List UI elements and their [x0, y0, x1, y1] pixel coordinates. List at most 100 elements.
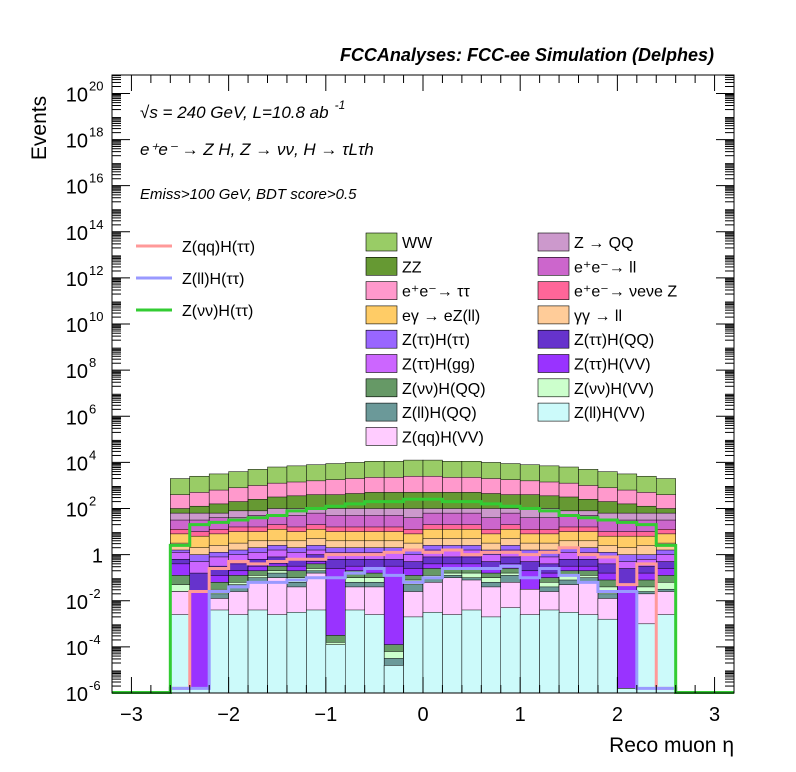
legend-label-z-ll-h-vv: Z(ll)H(VV) [574, 405, 645, 422]
bar-z-ll-h-vv-23 [617, 688, 638, 694]
y-tick-label: 10 [66, 315, 88, 337]
legend-label-z-h: Z(ττ)H(ττ) [402, 332, 470, 349]
y-tick-exponent: 6 [89, 401, 96, 416]
x-tick-label: 3 [709, 704, 720, 726]
bar-z-ll-h-vv-20 [558, 612, 579, 694]
legend-label-z-qq: Z → QQ [574, 235, 634, 252]
bar-z-h-vv-23 [617, 584, 638, 694]
y-tick-label: 10 [66, 131, 88, 153]
x-axis-label: Reco muon η [609, 734, 734, 757]
bar-z-ll-h-vv-25 [656, 614, 676, 694]
bar-z-ll-h-vv-3 [228, 614, 249, 694]
stacked-bars [170, 459, 676, 694]
bar-z-ll-h-vv-24 [636, 623, 657, 694]
legend-box-z-ll-h-qq [365, 402, 398, 422]
bar-z-ll-h-vv-12 [403, 616, 424, 694]
legend-label-z-h-vv: Z(ττ)H(VV) [574, 357, 651, 374]
legend-label-z-h: Z(νν)H(ττ) [182, 303, 253, 320]
y-tick-exponent: 8 [89, 355, 96, 370]
y-tick-exponent: 16 [89, 171, 103, 186]
chart-title: FCCAnalyses: FCC-ee Simulation (Delphes) [340, 45, 714, 65]
legend-label-z-qq-h-vv: Z(qq)H(VV) [402, 429, 484, 446]
legend-label-ww: WW [402, 235, 433, 252]
legend-box-ll [537, 305, 570, 325]
legend: Z(qq)H(ττ) Z(ll)H(ττ) Z(νν)H(ττ) WW Z → QQ ZZ… [136, 232, 677, 446]
y-tick-exponent: 18 [89, 125, 103, 140]
y-tick-exponent: 12 [89, 263, 103, 278]
bar-z-ll-h-vv-21 [578, 614, 599, 694]
legend-label-z-h-qq: Z(νν)H(QQ) [402, 381, 486, 398]
bar-z-ll-h-vv-14 [442, 614, 463, 694]
legend-box-z-h-vv [537, 354, 570, 373]
legend-box-e-e-ll [537, 256, 570, 276]
bar-z-ll-h-vv-9 [345, 609, 365, 694]
bar-z-ll-h-vv-18 [519, 614, 540, 694]
x-tick-label: −3 [120, 704, 143, 726]
bar-z-ll-h-vv-10 [364, 614, 385, 694]
bar-z-ll-h-vv-16 [481, 616, 501, 694]
bar-z-ll-h-vv-11 [383, 665, 404, 694]
legend-box-zz [365, 256, 398, 276]
legend-label-z-h-qq: Z(ττ)H(QQ) [574, 332, 654, 349]
legend-box-z-h-qq [365, 378, 398, 398]
legend-label-z-qq-h: Z(qq)H(ττ) [182, 239, 255, 256]
y-tick-exponent: 2 [89, 494, 96, 509]
legend-label-e-ez-ll: eγ → eZ(ll) [402, 308, 480, 325]
line-z-h [112, 497, 734, 695]
legend-label-z-ll-h: Z(ll)H(ττ) [182, 271, 244, 288]
legend-label-zz: ZZ [402, 259, 422, 276]
y-tick-label: 10 [66, 592, 88, 614]
x-tick-label: 1 [515, 704, 526, 726]
legend-box-e-e-e-e-z [537, 281, 570, 300]
legend-box-z-h-gg [365, 354, 398, 373]
bar-z-ll-h-vv-19 [539, 609, 560, 694]
legend-label-z-ll-h-qq: Z(ll)H(QQ) [402, 405, 477, 422]
annotation-sqrt-s: √s = 240 GeV, L=10.8 ab -1 [140, 98, 345, 122]
legend-box-z-qq-h-vv [365, 427, 398, 446]
legend-box-z-h-vv [537, 378, 570, 398]
y-tick-label: 10 [66, 453, 88, 475]
y-tick-label: 10 [66, 684, 88, 706]
y-tick-label: 10 [66, 177, 88, 199]
y-tick-label: 10 [66, 407, 88, 429]
y-tick-exponent: -6 [89, 678, 101, 693]
legend-box-z-h-qq [537, 329, 570, 349]
legend-label-z-h-gg: Z(ττ)H(gg) [402, 357, 475, 374]
y-axis-label: Events [28, 96, 51, 160]
legend-label-ll: γγ → ll [574, 308, 622, 325]
y-tick-exponent: 10 [89, 309, 103, 324]
legend-box-z-qq [537, 232, 570, 252]
y-tick-exponent: 4 [89, 447, 96, 462]
bar-z-ll-h-vv-8 [325, 644, 346, 694]
bar-z-ll-h-vv-15 [461, 609, 482, 694]
y-tick-exponent: -2 [89, 586, 101, 601]
bar-z-ll-h-vv-4 [247, 609, 268, 694]
y-tick-label: 10 [66, 223, 88, 245]
bar-z-ll-h-vv-2 [208, 609, 229, 694]
y-tick-label: 1 [92, 546, 103, 568]
y-tick-label: 10 [66, 500, 88, 522]
bar-z-ll-h-vv-0 [170, 614, 190, 694]
legend-box-z-h [365, 329, 398, 349]
line-z-ll-h [112, 564, 734, 695]
series-z-ll-h-vv [170, 607, 676, 694]
legend-label-z-h-vv: Z(νν)H(VV) [574, 381, 654, 398]
legend-label-e-e-ll: e⁺e⁻→ ll [574, 259, 636, 276]
legend-box-e-e [365, 281, 398, 300]
y-tick-exponent: 14 [89, 217, 103, 232]
x-tick-label: 2 [612, 704, 623, 726]
y-tick-label: 10 [66, 638, 88, 660]
y-tick-label: 10 [66, 269, 88, 291]
bar-z-ll-h-vv-7 [306, 609, 327, 694]
y-tick-exponent: -4 [89, 632, 101, 647]
legend-box-e-ez-ll [365, 305, 398, 325]
bar-z-ll-h-vv-13 [422, 612, 443, 694]
legend-box-ww [365, 232, 398, 252]
bar-z-ll-h-vv-5 [267, 614, 288, 694]
legend-label-e-e: e⁺e⁻→ ττ [402, 284, 470, 301]
x-tick-label: 0 [417, 704, 428, 726]
y-tick-exponent: 20 [89, 78, 103, 93]
y-tick-label: 10 [66, 361, 88, 383]
